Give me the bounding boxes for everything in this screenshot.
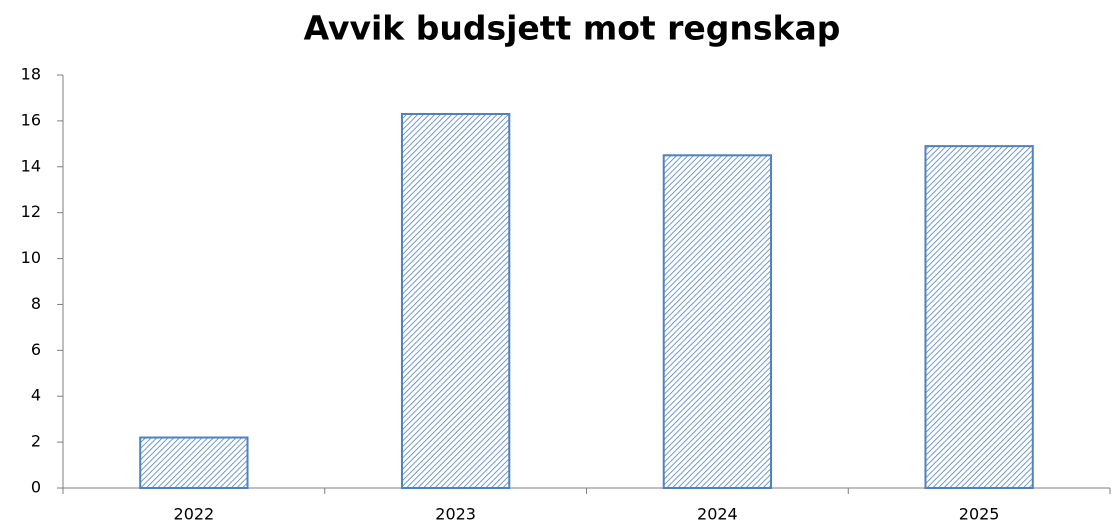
x-tick-label: 2025 bbox=[959, 505, 1000, 522]
bar bbox=[400, 113, 511, 489]
y-tick-label: 18 bbox=[21, 65, 41, 84]
x-tick-label: 2022 bbox=[174, 505, 215, 522]
y-tick-label: 4 bbox=[31, 386, 41, 405]
y-tick-label: 2 bbox=[31, 432, 41, 451]
chart-title: Avvik budsjett mot regnskap bbox=[304, 9, 841, 48]
y-tick-label: 0 bbox=[31, 478, 41, 497]
y-tick-label: 8 bbox=[31, 294, 41, 313]
y-tick-label: 16 bbox=[21, 110, 41, 129]
y-tick-label: 12 bbox=[21, 202, 41, 221]
bar bbox=[662, 154, 773, 490]
x-tick-label: 2024 bbox=[697, 505, 738, 522]
bar bbox=[139, 436, 249, 489]
bar bbox=[924, 145, 1034, 489]
y-tick-label: 10 bbox=[21, 248, 41, 267]
y-tick-label: 6 bbox=[31, 340, 41, 359]
y-tick-label: 14 bbox=[21, 156, 41, 175]
x-tick-label: 2023 bbox=[435, 505, 476, 522]
